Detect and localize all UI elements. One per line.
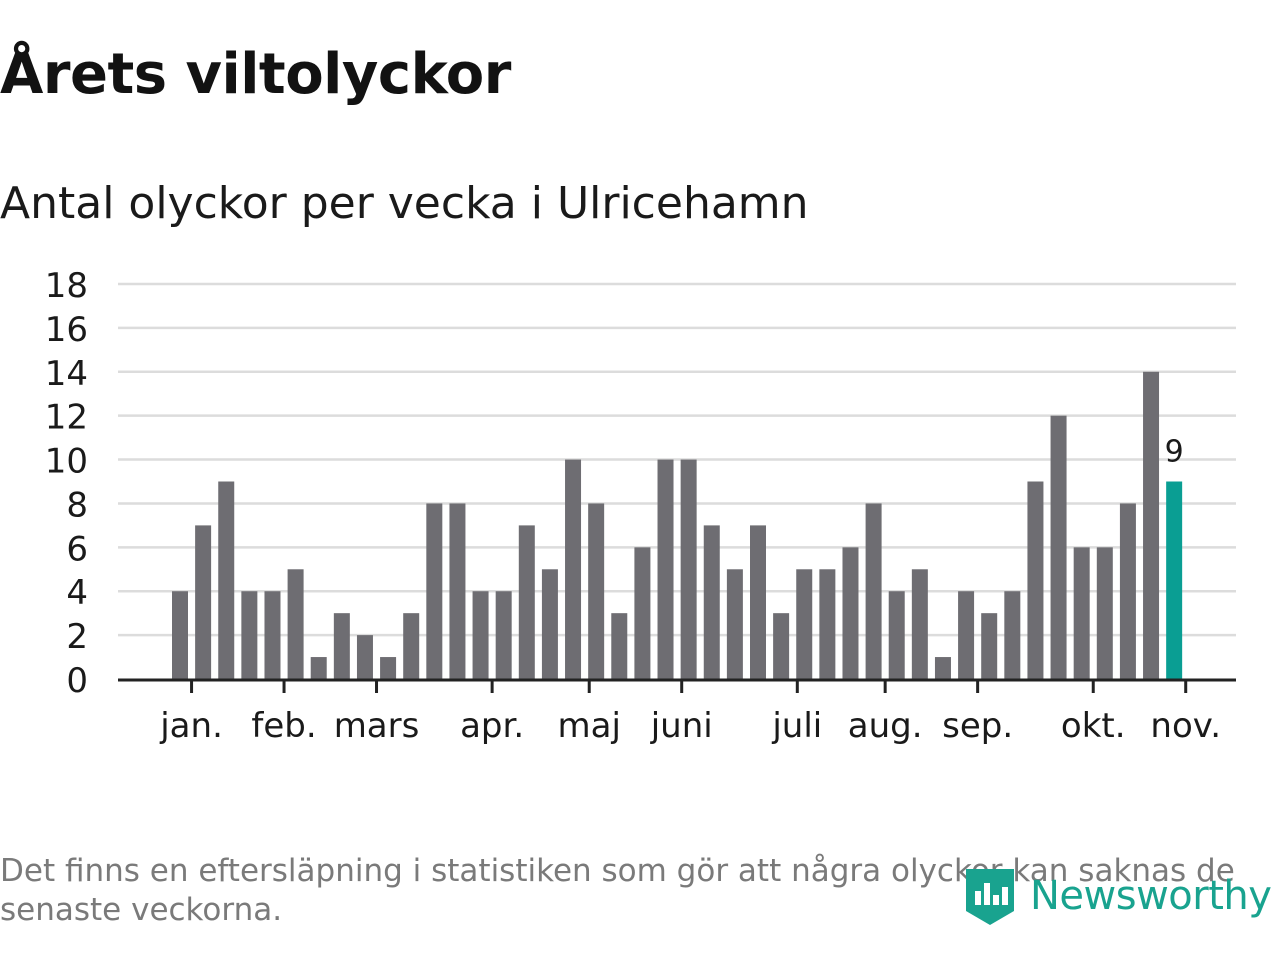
bar — [287, 569, 304, 679]
bar — [541, 569, 558, 679]
bar — [865, 503, 882, 679]
y-tick-label: 8 — [66, 485, 88, 525]
y-tick-label: 6 — [66, 529, 88, 569]
y-tick-label: 18 — [45, 266, 88, 306]
footnote: Det finns en eftersläpning i statistiken… — [0, 853, 1235, 928]
bar — [241, 591, 258, 679]
bar — [1004, 591, 1021, 679]
gridlines — [118, 282, 1236, 637]
chart-title: Årets viltolyckor — [0, 42, 511, 107]
y-tick-label: 14 — [45, 354, 88, 394]
bar — [1050, 415, 1067, 679]
annotations: 9 — [1165, 435, 1184, 470]
bar — [911, 569, 928, 679]
y-tick-label: 2 — [66, 617, 88, 657]
bar — [657, 459, 674, 679]
highlight-value-label: 9 — [1165, 435, 1184, 470]
x-axis-labels: jan. feb. mars apr. maj juni juli aug. sep. okt. n… — [159, 706, 1221, 746]
bar — [819, 569, 836, 679]
bar — [726, 569, 743, 679]
x-axis — [118, 678, 1236, 693]
x-tick-label: maj — [558, 706, 621, 746]
bar — [565, 459, 582, 679]
bar — [356, 635, 373, 679]
x-tick-label: feb. — [251, 706, 316, 746]
bar — [588, 503, 605, 679]
y-tick-label: 12 — [45, 398, 88, 438]
bar — [333, 613, 350, 679]
bar — [172, 591, 188, 679]
bar — [1073, 547, 1090, 679]
x-tick-label: aug. — [848, 706, 923, 746]
bar — [518, 525, 535, 679]
bar — [773, 613, 790, 679]
y-tick-label: 10 — [45, 442, 88, 482]
bar — [264, 591, 281, 679]
bar — [380, 657, 397, 679]
bar — [611, 613, 628, 679]
x-tick-label: mars — [334, 706, 420, 746]
bar — [703, 525, 720, 679]
bar — [934, 657, 951, 679]
logo-text: Newsworthy — [1030, 873, 1272, 919]
x-tick-label: jan. — [159, 706, 223, 746]
bar — [449, 503, 466, 679]
y-tick-label: 0 — [66, 661, 88, 701]
x-tick-label: okt. — [1061, 706, 1126, 746]
bar — [1143, 371, 1160, 679]
x-tick-label: apr. — [460, 706, 524, 746]
y-tick-label: 16 — [45, 310, 88, 350]
x-tick-label: sep. — [942, 706, 1013, 746]
bar — [680, 459, 697, 679]
bar — [888, 591, 905, 679]
x-tick-label: nov. — [1150, 706, 1221, 746]
x-tick-label: juni — [650, 706, 713, 746]
bars — [172, 371, 1183, 679]
bar — [981, 613, 998, 679]
bar — [1027, 481, 1044, 679]
bar — [634, 547, 651, 679]
bar — [495, 591, 512, 679]
bar — [750, 525, 766, 679]
y-tick-label: 4 — [66, 573, 88, 613]
bar-chart-logo-icon — [966, 869, 1014, 925]
bar — [426, 503, 443, 679]
bar — [472, 591, 489, 679]
bar — [842, 547, 859, 679]
bar — [796, 569, 813, 679]
chart-subtitle: Antal olyckor per vecka i Ulricehamn — [0, 178, 809, 229]
bar — [1096, 547, 1113, 679]
bar — [310, 657, 327, 679]
bar — [1119, 503, 1136, 679]
newsworthy-logo: Newsworthy — [964, 864, 1272, 928]
x-tick-label: juli — [771, 706, 822, 746]
bar-highlight — [1166, 481, 1183, 679]
bar — [958, 591, 975, 679]
bar — [218, 481, 235, 679]
bar — [195, 525, 212, 679]
bar — [403, 613, 420, 679]
